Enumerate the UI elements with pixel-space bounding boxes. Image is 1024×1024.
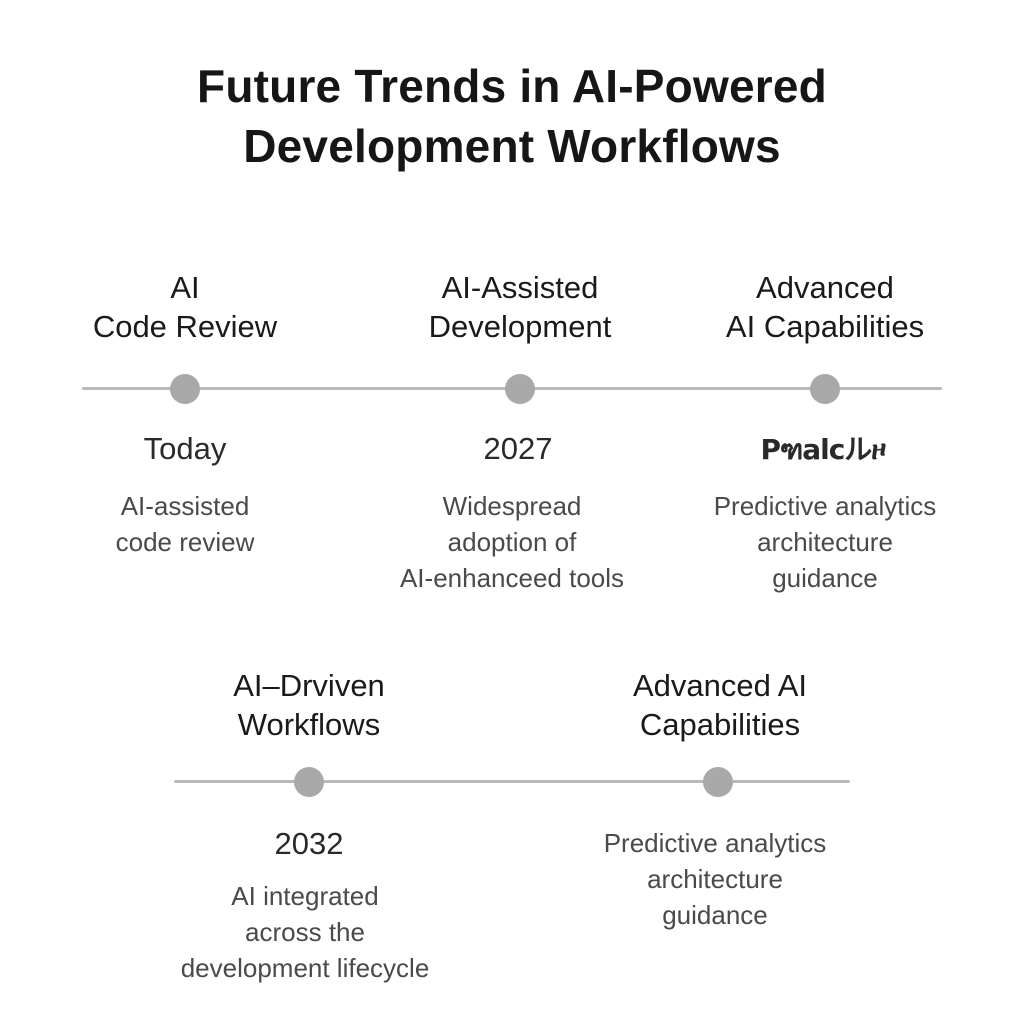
milestone-description-line: adoption of	[447, 527, 577, 557]
timeline-node	[170, 374, 200, 404]
milestone-description-line: Widespread	[442, 491, 582, 521]
milestone-date: 2027	[483, 431, 553, 466]
milestone-heading-line: AI Capabilities	[725, 309, 925, 344]
milestone-description-line: Predictive analytics	[603, 828, 827, 858]
milestone-description-line: Predictive analytics	[713, 491, 937, 521]
milestone-heading-line: AI	[170, 270, 200, 305]
milestone-heading-line: AI-Assisted	[441, 270, 599, 305]
timeline-bottom-line	[174, 780, 850, 783]
milestone-heading-line: Workflows	[237, 707, 381, 742]
milestone-heading-line: AI–Drviven	[233, 668, 385, 703]
milestone-description-line: architecture	[757, 527, 893, 557]
timeline-node	[294, 767, 324, 797]
milestone-description-line: architecture	[647, 864, 783, 894]
milestone-description-line: AI integrated	[231, 881, 379, 911]
page-title-line-2: Development Workflows	[243, 120, 781, 172]
milestone-description-line: AI-enhanceed tools	[399, 563, 625, 593]
milestone-heading: AI–Drviven Workflows	[119, 666, 499, 744]
milestone-heading-line: Advanced AI	[632, 668, 808, 703]
milestone-heading-line: Code Review	[92, 309, 278, 344]
milestone-heading-line: Advanced	[756, 270, 894, 305]
milestone-date: 2032	[274, 826, 344, 861]
milestone-description: AI integrated across the development lif…	[145, 878, 465, 986]
milestone-heading-line: Capabilities	[639, 707, 801, 742]
milestone-heading: Advanced AI Capabilities	[530, 666, 910, 744]
timeline-node	[505, 374, 535, 404]
milestone-date: Today	[143, 431, 227, 466]
milestone-description-line: AI-assisted	[120, 491, 250, 521]
page-title-line-1: Future Trends in AI-Powered	[197, 60, 827, 112]
milestone-date: Pฑalcルዞ	[760, 433, 886, 466]
milestone-heading-line: Development	[428, 309, 612, 344]
milestone-description-line: guidance	[662, 900, 768, 930]
milestone-description-line: across the	[245, 917, 365, 947]
milestone-description: Predictive analytics architecture guidan…	[555, 825, 875, 933]
milestone-heading: AI Code Review	[0, 268, 375, 346]
milestone-heading: AI-Assisted Development	[330, 268, 710, 346]
milestone-description: Predictive analytics architecture guidan…	[665, 488, 985, 596]
timeline-node	[703, 767, 733, 797]
milestone-description: AI-assisted code review	[25, 488, 345, 560]
timeline-node	[810, 374, 840, 404]
milestone-description-line: guidance	[772, 563, 878, 593]
milestone-description-line: code review	[115, 527, 255, 557]
milestone-heading: Advanced AI Capabilities	[635, 268, 1015, 346]
milestone-description: Widespread adoption of AI-enhanceed tool…	[352, 488, 672, 596]
page-title: Future Trends in AI-Powered Development …	[0, 56, 1024, 176]
milestone-description-line: development lifecycle	[180, 953, 430, 983]
